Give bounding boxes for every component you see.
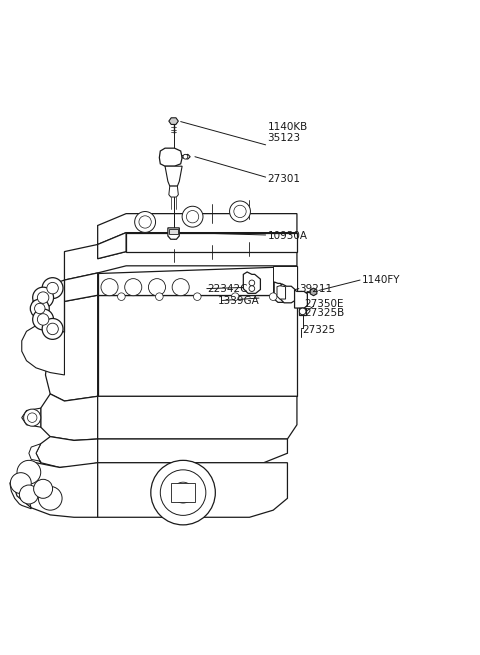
Polygon shape [279, 284, 295, 303]
Circle shape [17, 460, 41, 484]
Circle shape [231, 293, 239, 301]
Polygon shape [41, 394, 97, 440]
Circle shape [125, 278, 142, 295]
Polygon shape [97, 214, 297, 244]
Polygon shape [274, 282, 288, 303]
Circle shape [229, 201, 251, 222]
Polygon shape [126, 233, 297, 252]
Circle shape [151, 460, 216, 525]
Polygon shape [243, 272, 261, 293]
Circle shape [33, 309, 54, 330]
Polygon shape [97, 295, 297, 396]
Polygon shape [169, 186, 179, 197]
Text: 27350E: 27350E [304, 299, 344, 309]
Circle shape [47, 282, 59, 294]
Text: 27301: 27301 [267, 174, 300, 184]
Circle shape [193, 293, 201, 301]
Polygon shape [97, 396, 297, 439]
Polygon shape [168, 228, 179, 239]
Circle shape [300, 308, 306, 314]
Bar [169, 229, 178, 234]
Polygon shape [300, 308, 306, 315]
Circle shape [42, 278, 63, 299]
Polygon shape [159, 148, 182, 166]
Polygon shape [169, 118, 179, 124]
Text: 1339GA: 1339GA [218, 297, 260, 307]
Circle shape [30, 299, 49, 318]
Polygon shape [64, 244, 297, 280]
Polygon shape [29, 443, 41, 462]
Circle shape [33, 287, 54, 308]
Polygon shape [165, 166, 182, 186]
Polygon shape [97, 266, 297, 295]
Circle shape [24, 409, 41, 426]
Polygon shape [22, 323, 64, 375]
Circle shape [101, 278, 118, 295]
Text: 27325B: 27325B [304, 309, 345, 318]
Circle shape [47, 323, 59, 335]
Circle shape [37, 292, 49, 303]
Circle shape [160, 470, 206, 515]
Text: 22342C: 22342C [207, 284, 247, 293]
Circle shape [172, 278, 189, 295]
Circle shape [182, 206, 203, 227]
Text: 1140KB
35123: 1140KB 35123 [267, 122, 308, 143]
Polygon shape [273, 266, 297, 295]
Polygon shape [12, 462, 97, 517]
Circle shape [156, 293, 163, 301]
Polygon shape [277, 286, 286, 299]
Circle shape [173, 482, 193, 503]
Polygon shape [97, 439, 288, 462]
Circle shape [249, 286, 255, 291]
Text: 1140FY: 1140FY [361, 275, 400, 285]
Circle shape [135, 212, 156, 233]
Circle shape [38, 487, 62, 510]
Circle shape [269, 293, 277, 301]
Text: 39211: 39211 [299, 284, 332, 293]
Polygon shape [22, 408, 41, 427]
Text: 10930A: 10930A [267, 231, 308, 242]
Text: 27325: 27325 [302, 325, 335, 335]
Circle shape [186, 210, 199, 223]
Circle shape [118, 293, 125, 301]
Circle shape [35, 303, 45, 314]
Polygon shape [46, 295, 97, 401]
Circle shape [139, 215, 151, 228]
Circle shape [11, 473, 31, 494]
Polygon shape [36, 437, 97, 468]
Bar [171, 483, 195, 502]
Circle shape [183, 155, 188, 159]
Polygon shape [97, 233, 126, 259]
Circle shape [249, 280, 255, 286]
Circle shape [234, 205, 246, 217]
Polygon shape [310, 288, 317, 295]
Polygon shape [97, 462, 288, 517]
Circle shape [42, 318, 63, 339]
Circle shape [27, 413, 37, 422]
Polygon shape [182, 155, 190, 159]
Polygon shape [31, 280, 64, 332]
Circle shape [148, 278, 166, 295]
Polygon shape [295, 290, 307, 308]
Circle shape [34, 479, 53, 498]
Circle shape [19, 485, 38, 504]
Circle shape [37, 314, 49, 325]
Polygon shape [64, 273, 97, 301]
